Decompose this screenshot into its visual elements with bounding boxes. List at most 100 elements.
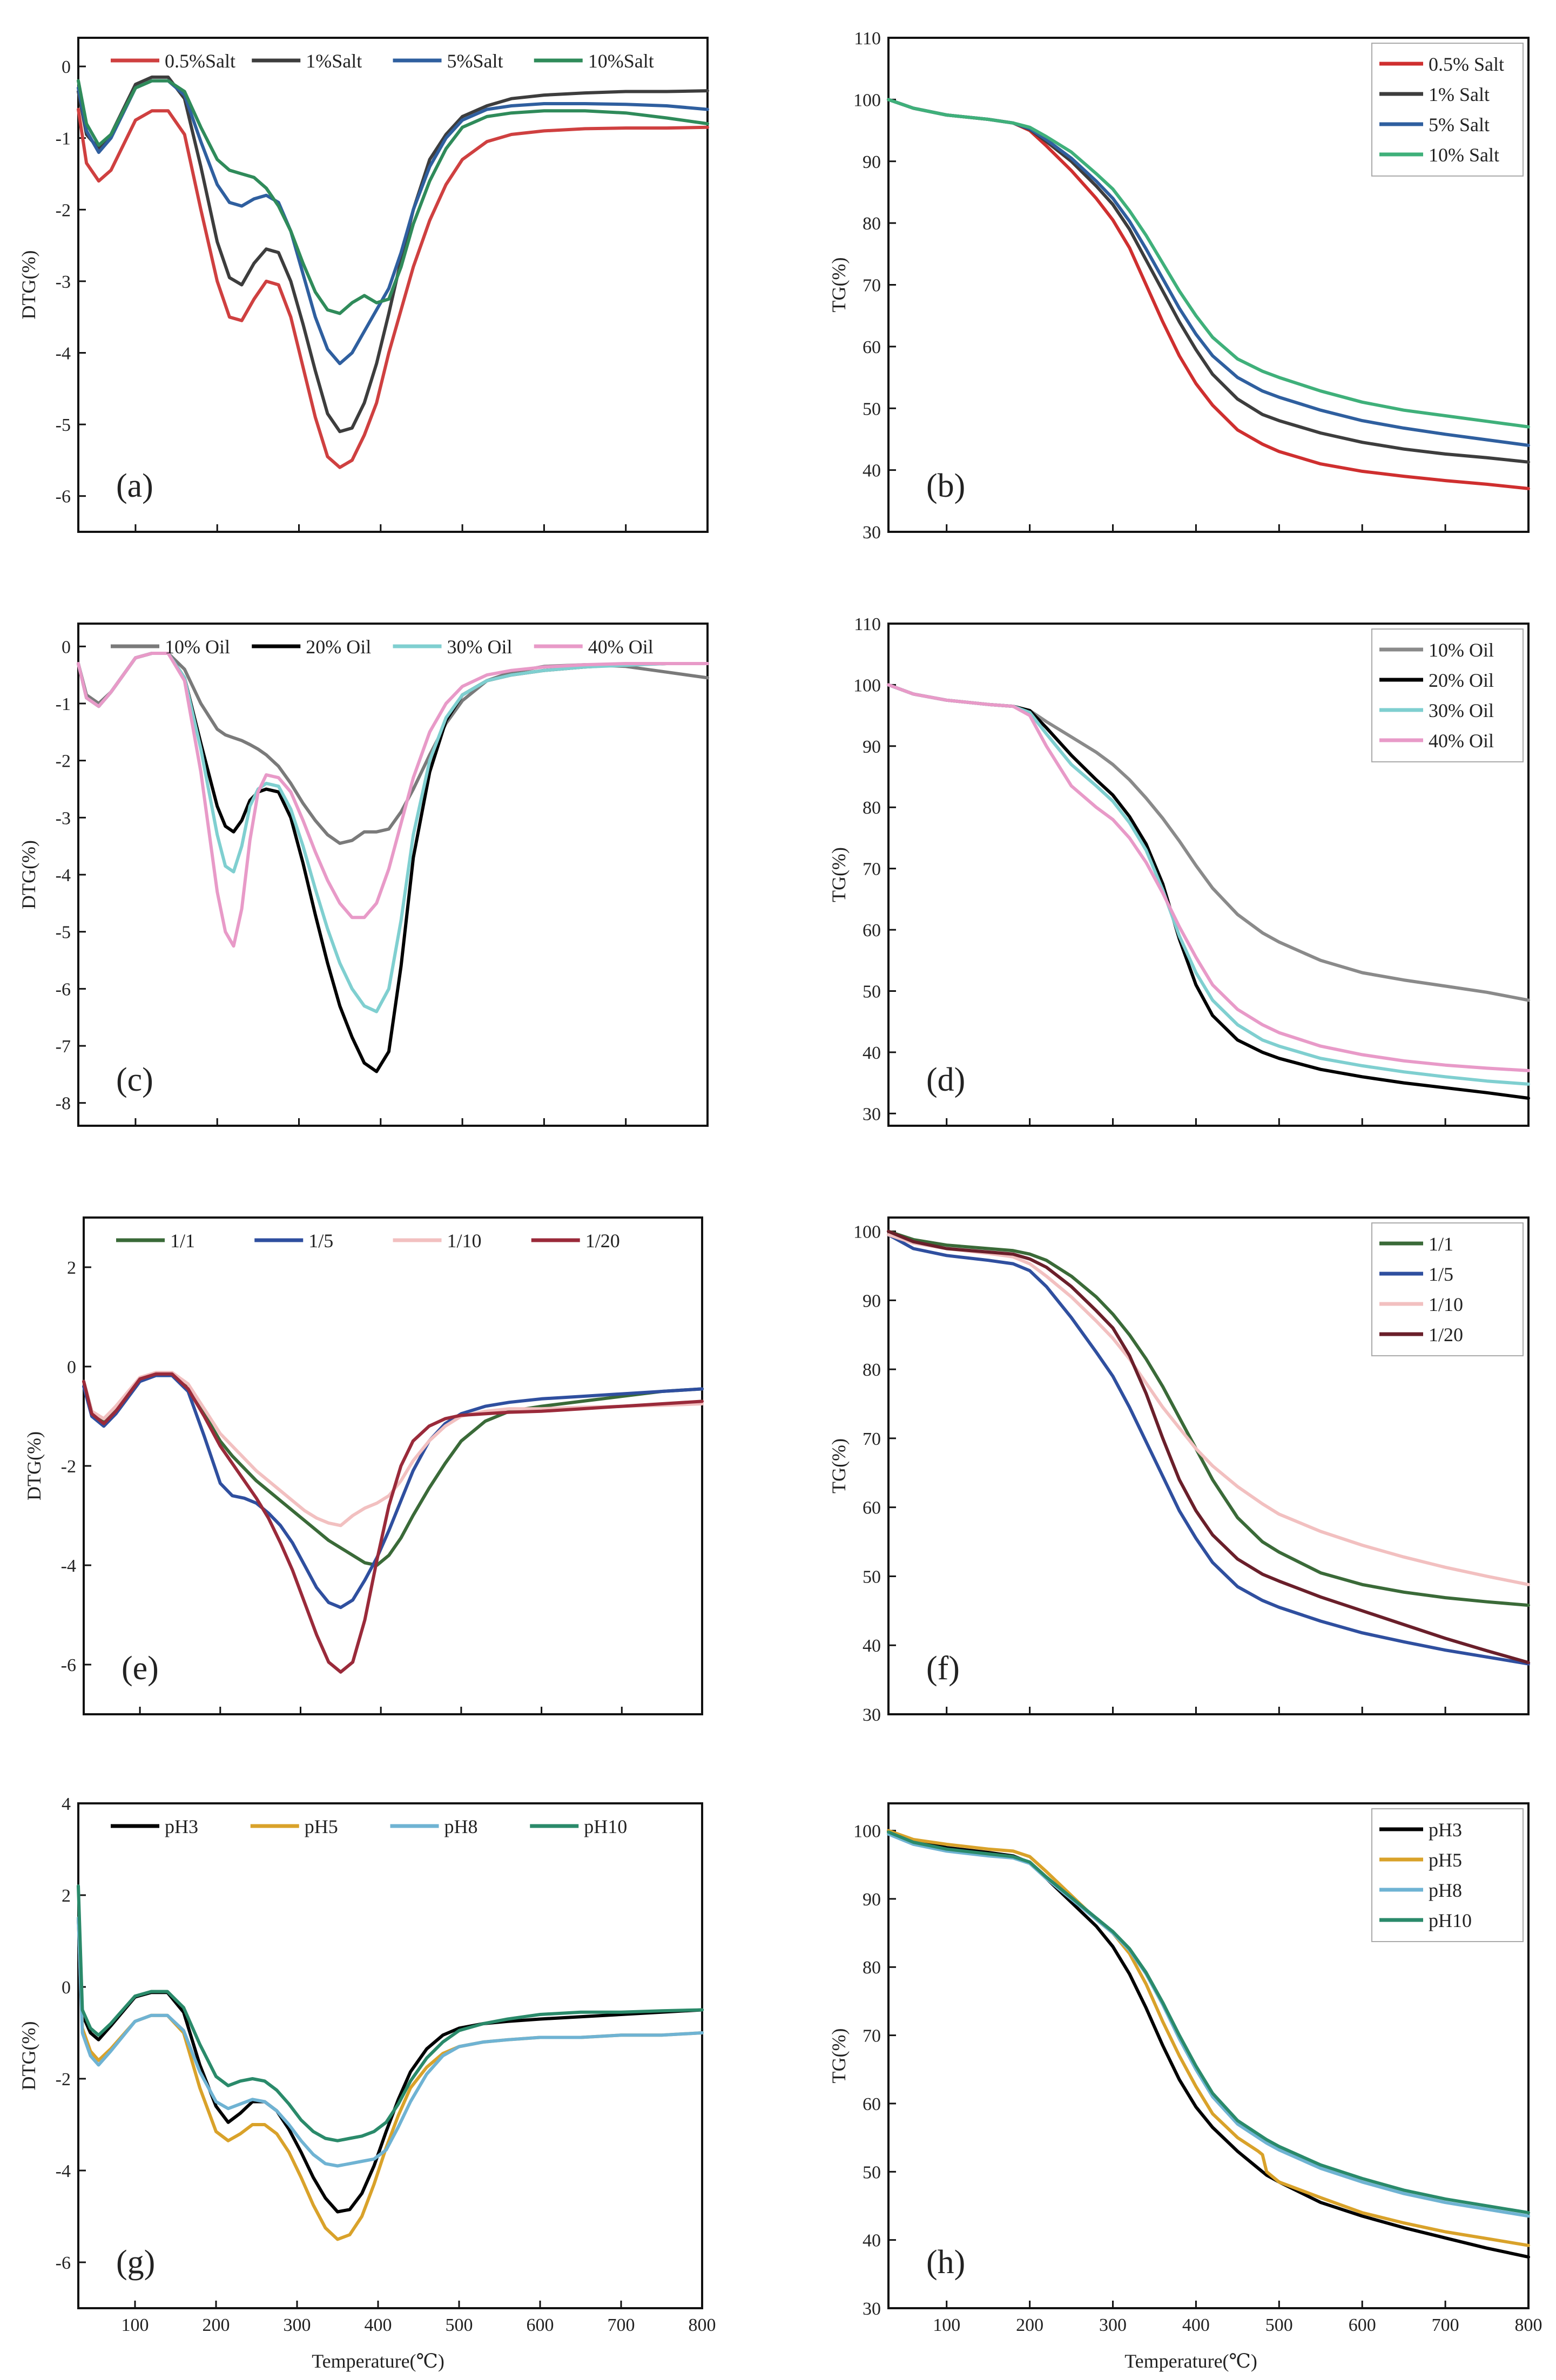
y-tick-label: 80 <box>863 1360 881 1380</box>
legend-label: 1/1 <box>1429 1233 1453 1255</box>
y-tick-label: 50 <box>863 1567 881 1587</box>
x-tick-label: 100 <box>933 2315 960 2335</box>
y-tick-label: 60 <box>863 337 881 357</box>
y-tick-label: 90 <box>863 1291 881 1311</box>
chart-panel-e: 2 0 -2 -4 -6 DTG(%) (e) 1/1 1/5 1/10 1/20 <box>23 1216 704 1715</box>
y-tick-label: -4 <box>61 1556 76 1576</box>
chart-panel-a: 0 -1 -2 -3 -4 -5 -6 DTG(%) (a) 0.5%Salt 1%Salt 5%Sa… <box>18 37 709 533</box>
panel-label: (b) <box>926 468 965 504</box>
x-tick-label: 200 <box>203 2315 230 2335</box>
legend-label: 1%Salt <box>306 50 362 72</box>
legend-label: 0.5%Salt <box>165 50 235 72</box>
x-tick-label: 400 <box>365 2315 392 2335</box>
y-tick-label: -4 <box>56 343 71 363</box>
series-line-40-oil <box>77 652 709 948</box>
y-tick-label: -6 <box>56 487 71 507</box>
y-tick-label: -3 <box>56 272 71 292</box>
legend-label: 30% Oil <box>1429 700 1494 721</box>
y-axis-title: DTG(%) <box>23 1431 45 1500</box>
x-axis-title-left: Temperature(℃) <box>312 2350 444 2372</box>
y-axis-title: DTG(%) <box>18 840 39 909</box>
y-tick-label: 40 <box>863 461 881 481</box>
y-tick-label: 2 <box>67 1258 76 1278</box>
y-axis-title: DTG(%) <box>18 2021 39 2091</box>
y-tick-label: -6 <box>56 2253 71 2273</box>
x-tick-label: 400 <box>1182 2315 1210 2335</box>
y-tick-label: -1 <box>56 694 71 714</box>
series-line-1-10 <box>887 1233 1530 1586</box>
x-tick-label: 600 <box>527 2315 554 2335</box>
legend-label: 1/5 <box>308 1230 333 1252</box>
legend-label: 10% Salt <box>1429 144 1499 166</box>
legend-label: 1/20 <box>585 1230 620 1252</box>
series-line-0-5-salt <box>77 107 709 469</box>
y-axis-title: TG(%) <box>828 847 850 902</box>
plot-frame <box>77 1802 703 2309</box>
plot-frame <box>77 37 709 533</box>
series-line-1-5 <box>887 1233 1530 1666</box>
y-tick-label: 70 <box>863 860 881 880</box>
y-tick-label: 60 <box>863 921 881 941</box>
chart-panel-c: 0 -1 -2 -3 -4 -5 -6 -7 -8 DTG(%) (c) 10% Oil 20% Oil… <box>18 623 709 1127</box>
y-tick-label: 90 <box>863 152 881 172</box>
y-tick-label: 60 <box>863 2094 881 2114</box>
y-tick-label: 40 <box>863 2231 881 2251</box>
x-tick-label: 800 <box>1515 2315 1542 2335</box>
y-tick-label: 80 <box>863 1958 881 1978</box>
plot-frame <box>887 623 1530 1127</box>
y-tick-label: 80 <box>863 798 881 818</box>
series-line-1-20 <box>82 1372 704 1674</box>
x-tick-label: 300 <box>284 2315 311 2335</box>
legend-label: 40% Oil <box>1429 730 1494 752</box>
legend-label: 1/20 <box>1429 1324 1463 1345</box>
legend-label: 1/10 <box>1429 1294 1463 1315</box>
y-axis-title: DTG(%) <box>18 251 39 320</box>
y-tick-label: 2 <box>62 1886 71 1906</box>
x-tick-label: 700 <box>1432 2315 1459 2335</box>
legend-label: pH10 <box>1429 1910 1472 1931</box>
series-line-ph10 <box>887 1830 1530 2215</box>
legend-label: pH10 <box>584 1816 627 1837</box>
y-tick-label: 70 <box>863 2026 881 2046</box>
y-tick-label: 0 <box>62 1978 71 1998</box>
y-tick-label: 100 <box>853 675 881 695</box>
x-tick-label: 500 <box>1265 2315 1293 2335</box>
y-tick-label: 100 <box>853 90 881 110</box>
legend-label: 1% Salt <box>1429 84 1490 105</box>
y-tick-label: 30 <box>863 1104 881 1124</box>
panel-label: (c) <box>116 1061 153 1098</box>
x-axis-title-right: Temperature(℃) <box>1124 2350 1257 2372</box>
y-tick-label: -8 <box>56 1094 71 1114</box>
x-tick-label: 600 <box>1349 2315 1376 2335</box>
y-tick-label: -6 <box>61 1655 76 1675</box>
series-line-10-salt <box>77 79 709 315</box>
y-tick-label: 30 <box>863 2299 881 2319</box>
legend-label: 0.5% Salt <box>1429 53 1504 75</box>
panel-label: (e) <box>122 1650 159 1687</box>
plot-frame <box>887 1216 1530 1715</box>
y-tick-label: 90 <box>863 737 881 757</box>
chart-panel-g: 100 200 300 400 500 600 700 800 4 2 0 -2 -4 -6 DTG(%) (… <box>18 1794 716 2335</box>
panel-label: (h) <box>926 2244 965 2281</box>
series-line-1-20 <box>887 1229 1530 1665</box>
y-tick-label: 50 <box>863 982 881 1002</box>
y-tick-label: 100 <box>853 1222 881 1242</box>
y-tick-label: 60 <box>863 1498 881 1518</box>
y-tick-label: -2 <box>56 200 71 220</box>
y-tick-label: 0 <box>62 637 71 657</box>
x-tick-label: 200 <box>1016 2315 1043 2335</box>
x-tick-label: 300 <box>1099 2315 1127 2335</box>
panel-label: (d) <box>926 1061 965 1098</box>
legend-label: 10% Oil <box>1429 639 1494 661</box>
y-tick-label: 110 <box>854 29 881 49</box>
y-tick-label: 4 <box>62 1794 71 1814</box>
series-line-10-salt <box>887 98 1530 429</box>
y-tick-label: 40 <box>863 1636 881 1656</box>
y-tick-label: 80 <box>863 214 881 234</box>
series-line-40-oil <box>887 683 1530 1072</box>
legend-label: 40% Oil <box>588 636 654 658</box>
y-tick-label: -2 <box>61 1457 76 1477</box>
x-tick-label: 800 <box>689 2315 716 2335</box>
series-line-ph5 <box>887 1829 1530 2247</box>
legend-label: 1/10 <box>447 1230 482 1252</box>
